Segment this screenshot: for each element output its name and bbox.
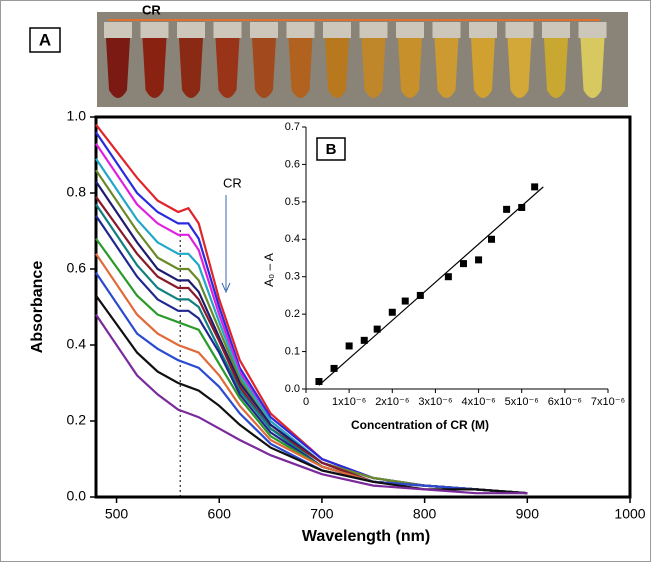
y-tick-label: 0.4 (67, 336, 87, 352)
tube-cap (578, 22, 607, 38)
y-tick-label: 0.4 (285, 233, 300, 245)
tube (398, 38, 422, 98)
tube-cap (104, 22, 132, 38)
y-tick-label: 0.6 (67, 260, 87, 276)
panel-label: B (326, 141, 337, 158)
data-point (360, 336, 368, 344)
x-tick-label: 0 (303, 396, 309, 408)
x-tick-label: 7x10⁻⁶ (591, 396, 625, 408)
tube-cap (469, 22, 497, 38)
data-point (330, 364, 338, 372)
x-tick-label: 800 (413, 506, 437, 522)
data-point (373, 325, 381, 333)
y-axis-label: A₀ – A (262, 253, 276, 287)
panel-a-box (29, 27, 61, 53)
data-point (444, 273, 452, 281)
photo-strip (97, 12, 628, 107)
tube-cap (323, 22, 351, 38)
inset-bg (262, 120, 622, 440)
x-axis-label: Wavelength (nm) (302, 528, 430, 545)
tube-cap (213, 22, 242, 38)
plot-frame (94, 115, 632, 499)
arrow-head (221, 282, 231, 294)
panel-label: A (39, 30, 51, 49)
y-tick-label: 1.0 (67, 108, 87, 124)
data-point (416, 291, 424, 299)
data-point (401, 297, 409, 305)
x-tick-label: 900 (516, 506, 540, 522)
photo-label: CR (142, 2, 161, 17)
x-tick-label: 1000 (614, 506, 645, 522)
tube (580, 38, 605, 98)
tube (434, 38, 459, 98)
tube (361, 38, 386, 98)
annotation: CR (223, 175, 242, 190)
y-tick-label: 0.0 (285, 383, 300, 395)
data-point (315, 378, 323, 386)
tube (179, 38, 203, 98)
data-point (388, 308, 396, 316)
tube (507, 38, 532, 98)
y-tick-label: 0.1 (285, 345, 300, 357)
x-tick-label: 6x10⁻⁶ (548, 396, 582, 408)
tube-cap (250, 22, 278, 38)
tube (215, 38, 240, 98)
spectrum-line (95, 272, 528, 495)
x-tick-label: 3x10⁻⁶ (418, 396, 452, 408)
x-tick-label: 700 (310, 506, 334, 522)
spectrum-line (95, 313, 528, 495)
y-tick-label: 0.2 (285, 308, 300, 320)
fit-line (318, 186, 544, 386)
tube-cap (505, 22, 534, 38)
x-tick-label: 4x10⁻⁶ (461, 396, 495, 408)
tube (544, 38, 568, 98)
tube-cap (359, 22, 388, 38)
tube-cap (140, 22, 169, 38)
x-tick-label: 600 (208, 506, 232, 522)
data-point (459, 260, 467, 268)
inset: 0 1x10⁻⁶ 2x10⁻⁶ 3x10⁻⁶ 4x10⁻⁶ 5x10⁻⁶ 6x10⁻⁶ 7x1… (262, 120, 625, 440)
y-tick-label: 0.8 (67, 184, 87, 200)
tube (288, 38, 313, 98)
tube (106, 38, 130, 98)
data-point (475, 256, 483, 264)
x-tick-label: 5x10⁻⁶ (505, 396, 539, 408)
y-tick-label: 0.2 (67, 412, 87, 428)
tube-cap (177, 22, 205, 38)
tube (325, 38, 349, 98)
data-point (531, 183, 539, 191)
tube-cap (286, 22, 315, 38)
y-tick-label: 0.0 (67, 488, 87, 504)
tube (252, 38, 276, 98)
data-point (488, 235, 496, 243)
x-axis-label: Concentration of CR (M) (351, 418, 489, 432)
x-tick-label: 2x10⁻⁶ (375, 396, 409, 408)
y-axis-label: Absorbance (29, 261, 46, 354)
tube (142, 38, 167, 98)
x-tick-label: 500 (105, 506, 129, 522)
y-tick-label: 0.3 (285, 271, 300, 283)
y-tick-label: 0.6 (285, 158, 300, 170)
data-point (518, 203, 526, 211)
tube (471, 38, 495, 98)
x-tick-label: 1x10⁻⁶ (332, 396, 366, 408)
tube-cap (432, 22, 461, 38)
data-point (345, 342, 353, 350)
data-point (503, 205, 511, 213)
tube-cap (396, 22, 424, 38)
y-tick-label: 0.5 (285, 196, 300, 208)
tube-cap (542, 22, 570, 38)
y-tick-label: 0.7 (285, 121, 300, 133)
panel-b-box (316, 137, 346, 161)
